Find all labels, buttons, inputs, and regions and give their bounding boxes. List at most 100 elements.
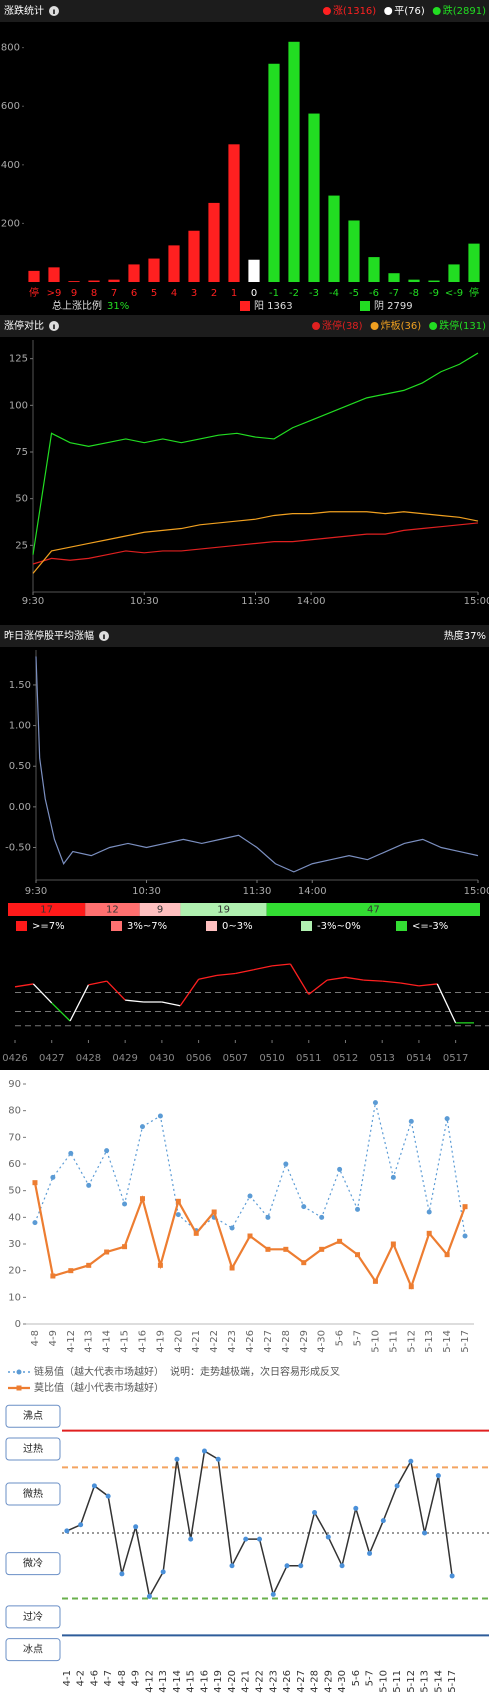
segment-label: 17	[40, 905, 53, 916]
level-box	[5, 1605, 61, 1629]
bar	[228, 144, 240, 282]
bar	[288, 41, 300, 282]
point-marker	[301, 1204, 307, 1210]
y-tick-label: 10	[8, 1292, 21, 1303]
point-marker	[139, 1196, 145, 1202]
point-marker	[339, 1563, 345, 1569]
bar	[28, 270, 40, 282]
point-marker	[50, 1174, 56, 1180]
x-tick-label: 5-13	[420, 1670, 431, 1693]
point-marker	[174, 1456, 180, 1462]
x-tick-label: 5-17	[460, 1330, 471, 1353]
x-tick-label: 4-1	[62, 1670, 73, 1686]
point-marker	[175, 1198, 181, 1204]
y-tick-label: 0	[15, 1319, 21, 1330]
segment	[266, 903, 480, 916]
point-marker	[201, 1448, 207, 1454]
x-tick-label: 5-12	[406, 1330, 417, 1353]
line-segment	[253, 965, 273, 971]
legend-label: 跌停(131)	[439, 319, 486, 332]
x-tick-label: 0	[251, 288, 257, 299]
point-marker	[449, 1573, 455, 1579]
x-tick-label: 4-16	[137, 1330, 148, 1353]
x-tick-label: 4-6	[89, 1670, 100, 1686]
x-tick-label: 4-8	[30, 1330, 41, 1346]
point-marker	[265, 1246, 271, 1252]
point-marker	[426, 1230, 432, 1236]
x-tick-label: 4-26	[245, 1330, 256, 1353]
point-marker	[426, 1209, 432, 1215]
x-tick-label: -4	[329, 288, 339, 299]
y-tick-label: 0.50	[9, 761, 31, 772]
x-tick-label: 11:30	[243, 886, 272, 897]
segment	[85, 903, 140, 916]
x-tick-label: 5-14	[442, 1330, 453, 1353]
y-tick-label: 1.00	[9, 721, 31, 732]
point-marker	[229, 1265, 235, 1271]
x-tick-label: 0510	[259, 1053, 284, 1064]
x-tick-label: 4-15	[186, 1670, 197, 1693]
x-tick-label: 5-7	[365, 1670, 376, 1686]
line-segment	[69, 984, 90, 1022]
x-tick-label: 0514	[406, 1053, 431, 1064]
legend-marker	[301, 921, 312, 931]
x-tick-label: 0506	[186, 1053, 211, 1064]
bar	[308, 113, 320, 282]
legend-label: -3%~0%	[317, 921, 361, 932]
x-tick-label: 4-27	[296, 1670, 307, 1693]
line-segment	[88, 980, 107, 986]
bar	[148, 258, 160, 282]
x-tick-label: 4-29	[299, 1330, 310, 1353]
x-tick-label: -8	[409, 288, 419, 299]
y-tick-label: 200	[1, 218, 20, 229]
point-marker	[444, 1116, 450, 1122]
point-marker	[408, 1284, 414, 1290]
x-tick-label: 0428	[76, 1053, 101, 1064]
x-tick-label: 5-7	[353, 1330, 364, 1346]
level-label: 过热	[23, 1442, 43, 1455]
line-segment	[436, 983, 457, 1024]
x-tick-label: 3	[191, 288, 197, 299]
point-marker	[160, 1569, 166, 1575]
x-tick-label: 5-10	[378, 1670, 389, 1693]
y-tick-label: 90	[8, 1079, 21, 1090]
segment	[139, 903, 181, 916]
bar	[268, 63, 280, 283]
point-marker	[215, 1456, 221, 1462]
x-tick-label: 4-12	[144, 1670, 155, 1693]
line-segment	[400, 982, 420, 987]
point-marker	[380, 1518, 386, 1524]
legend-marker	[16, 1369, 22, 1375]
x-tick-label: 4-20	[173, 1330, 184, 1353]
point-marker	[257, 1536, 262, 1542]
series-line	[32, 511, 479, 574]
panel	[0, 315, 489, 625]
chart-title: 涨跌统计	[4, 4, 44, 17]
level-box	[5, 1552, 61, 1576]
line-segment	[198, 974, 218, 980]
segment-label: 12	[106, 905, 119, 916]
legend-marker	[370, 322, 379, 330]
segment	[8, 903, 86, 916]
legend-label: 涨(1316)	[333, 5, 376, 17]
panel	[0, 625, 489, 898]
point-marker	[353, 1505, 359, 1511]
point-marker	[243, 1536, 249, 1542]
info-icon-glyph	[53, 324, 55, 329]
line-segment	[51, 1002, 71, 1022]
x-tick-label: 0513	[369, 1053, 394, 1064]
point-marker	[64, 1528, 70, 1534]
line-segment	[345, 976, 364, 981]
level-label: 冰点	[23, 1643, 43, 1656]
x-tick-label: 2	[211, 288, 217, 299]
x-tick-label: 5-11	[392, 1670, 403, 1693]
point-marker	[462, 1204, 468, 1210]
point-marker	[175, 1212, 181, 1218]
y-tick-label: -0.50	[5, 842, 31, 853]
legend-label: 3%~7%	[127, 921, 167, 932]
point-marker	[86, 1262, 92, 1268]
point-marker	[319, 1246, 325, 1252]
x-tick-label: -9	[429, 288, 439, 299]
x-tick-label: 0511	[296, 1053, 321, 1064]
point-marker	[372, 1278, 378, 1284]
